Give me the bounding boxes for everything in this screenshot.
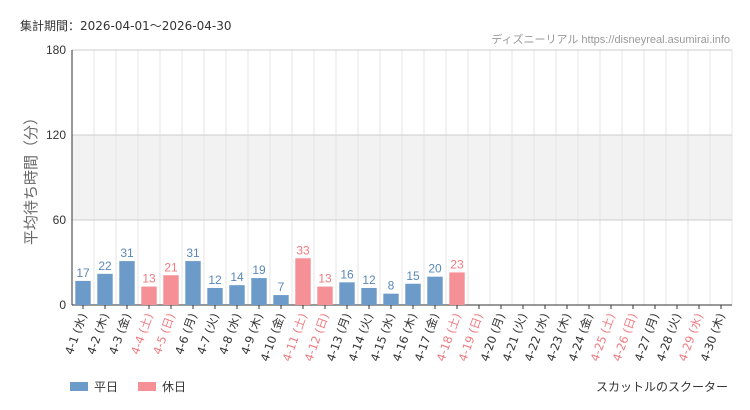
holiday-swatch	[138, 382, 157, 391]
data-label: 33	[296, 243, 310, 257]
data-label: 15	[406, 269, 420, 283]
data-label: 13	[318, 272, 332, 286]
bar	[317, 286, 333, 305]
data-label: 22	[98, 259, 112, 273]
data-label: 8	[388, 279, 395, 293]
y-axis-label: 平均待ち時間（分）	[22, 110, 40, 245]
bar	[207, 288, 223, 305]
bar	[427, 276, 443, 305]
data-label: 14	[230, 270, 244, 284]
legend-weekday: 平日	[70, 378, 118, 395]
data-label: 12	[208, 273, 222, 287]
y-tick-label: 0	[59, 298, 66, 312]
site-credit: ディズニーリアル https://disneyreal.asumirai.inf…	[491, 34, 730, 46]
bar	[295, 258, 311, 305]
y-tick-label: 120	[46, 128, 66, 142]
y-tick-label: 60	[53, 213, 67, 227]
attraction-name: スカットルのスクーター	[595, 380, 728, 394]
legend-holiday-label: 休日	[162, 380, 187, 394]
bar	[185, 261, 201, 305]
data-label: 23	[450, 257, 464, 271]
weekday-swatch	[70, 382, 88, 391]
data-label: 20	[428, 262, 442, 276]
bar	[251, 278, 267, 305]
data-label: 12	[362, 273, 376, 287]
data-label: 19	[252, 263, 266, 277]
data-label: 16	[340, 267, 354, 281]
data-label: 31	[186, 246, 200, 260]
bar	[75, 280, 91, 305]
bar	[163, 275, 179, 305]
bar	[361, 288, 377, 305]
bar	[339, 282, 355, 305]
bar	[97, 273, 113, 305]
bar	[383, 293, 399, 305]
data-label: 17	[76, 266, 90, 280]
y-tick-label: 180	[46, 43, 66, 57]
bar	[141, 286, 157, 305]
bar	[405, 283, 421, 305]
data-label: 13	[142, 272, 156, 286]
data-label: 31	[120, 246, 134, 260]
data-label: 7	[278, 280, 285, 294]
legend-weekday-label: 平日	[94, 380, 119, 394]
bar	[229, 285, 245, 305]
data-label: 21	[164, 260, 178, 274]
period-label: 集計期間：2026-04-01～2026-04-30	[20, 19, 232, 33]
bar	[449, 272, 465, 305]
bar	[273, 295, 289, 305]
bar	[119, 261, 135, 305]
legend: 平日 休日	[70, 378, 186, 395]
legend-holiday: 休日	[138, 378, 186, 395]
